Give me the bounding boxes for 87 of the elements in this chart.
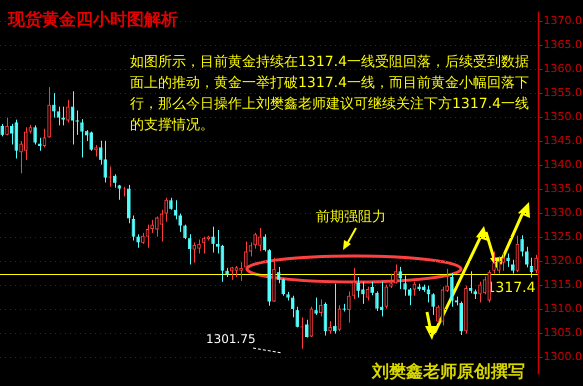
annotation: 前期强阻力 [316,208,386,226]
candlestick [56,106,60,126]
candlestick [178,213,182,232]
candlestick [478,281,482,303]
y-tick-label: 1360.0 [544,62,582,76]
candlestick [380,281,384,317]
candlestick [38,137,42,152]
candlestick [338,304,342,332]
y-tick-label: 1320.0 [544,254,582,268]
candlestick [450,272,454,308]
candlestick [155,216,159,238]
annotation: 如图所示，目前黄金持续在1317.4一线受阻回落，后续受到数据面上的推动，黄金一举打破1317.4一线，而目前黄金小幅回落下行，那么今日操作上刘樊鑫老师建议可继续关注下方1317.4一线的支撑情况。 [130,53,530,135]
candlestick [525,246,529,268]
candlestick [389,273,393,289]
candlestick [468,270,472,294]
candlestick [136,234,140,248]
candlestick [90,131,94,152]
candlestick [112,174,116,188]
candlestick [104,140,108,183]
candlestick [33,124,37,146]
candlestick [520,234,524,257]
y-tick-label: 1335.0 [544,182,582,196]
candlestick [352,267,356,300]
candlestick [5,117,9,136]
y-tick-label: 1330.0 [544,206,582,220]
candlestick [530,257,534,278]
candlestick [361,281,365,304]
candlestick [183,224,187,240]
candlestick [412,281,416,296]
y-tick-label: 1345.0 [544,134,582,148]
candlestick [141,232,145,244]
candlestick [169,197,173,210]
candlestick [174,200,178,220]
annotation: 1301.75 [206,332,256,346]
candlestick [510,259,514,274]
candlestick [220,244,224,282]
candlestick [431,292,435,316]
candlestick [282,278,286,296]
candlestick [94,144,98,158]
candlestick [319,299,323,317]
candlestick [202,236,206,254]
y-tick-label: 1325.0 [544,230,582,244]
y-tick-label: 1365.0 [544,38,582,52]
candlestick [356,276,360,298]
candlestick [10,123,14,146]
candlestick [52,92,56,118]
candlestick [84,130,88,142]
candlestick [211,226,215,254]
y-tick-label: 1315.0 [544,278,582,291]
y-tick-label: 1350.0 [544,110,582,124]
candlestick [314,297,318,316]
candlestick [408,288,412,306]
candlestick [132,215,136,242]
candlestick [244,240,248,268]
y-tick-label: 1310.0 [544,302,582,315]
candlestick [276,266,280,284]
candlestick [426,285,430,303]
candlestick [42,128,46,148]
candlestick [296,306,300,328]
chart-title: 现货黄金四小时图解析 [8,9,178,31]
candlestick [146,224,150,248]
candlestick [258,228,262,252]
candlestick [370,281,374,296]
candlestick [384,284,388,310]
candlestick [403,275,407,296]
candlestick [534,254,538,274]
candlestick [366,286,370,301]
candlestick [347,290,351,324]
candlestick [398,266,402,290]
y-tick-label: 1300.0 [544,350,582,363]
candlestick [188,234,192,266]
y-tick-label: 1305.0 [544,326,582,339]
annotation: 刘樊鑫老师原创撰写 [372,361,525,383]
candlestick [304,319,308,338]
y-tick-label: 1370.0 [544,14,582,28]
candlestick [290,295,294,318]
candlestick [333,283,337,334]
candlestick [375,290,379,312]
candlestick [66,99,70,123]
candlestick [0,123,4,137]
y-tick-label: 1340.0 [544,158,582,172]
candlestick [394,264,398,284]
candlestick [80,118,84,158]
candlestick [474,288,478,300]
candlestick [98,140,102,166]
candlestick [225,267,229,278]
y-tick-label: 1355.0 [544,86,582,100]
